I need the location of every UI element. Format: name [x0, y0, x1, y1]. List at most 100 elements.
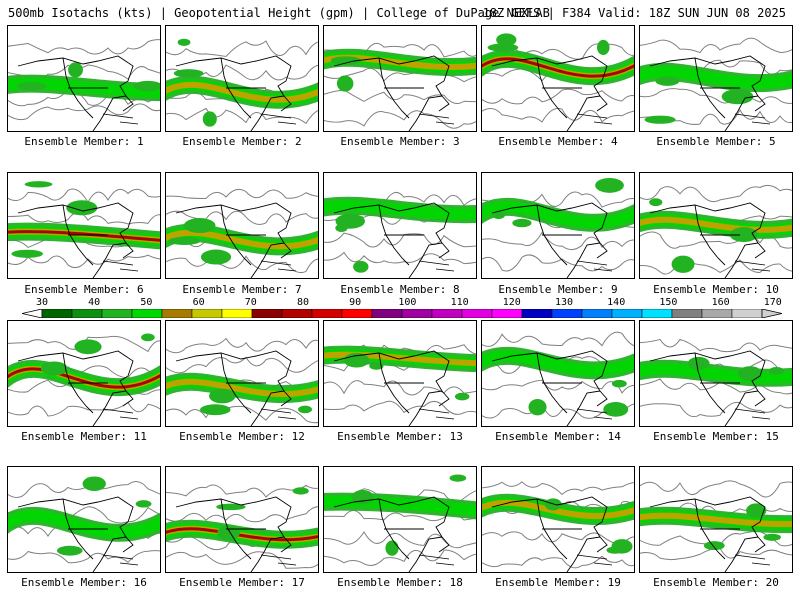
colorbar-tick-label: 140 [607, 297, 626, 308]
wind-patch [449, 474, 467, 482]
height-contour [482, 88, 634, 105]
ensemble-member-map [165, 320, 319, 427]
ensemble-member-caption: Ensemble Member: 17 [179, 576, 305, 589]
height-contour [166, 484, 318, 498]
height-contour [324, 232, 476, 248]
coastline [175, 55, 292, 131]
coastline [333, 496, 450, 572]
wind-patch [369, 362, 384, 370]
ensemble-member-caption: Ensemble Member: 6 [24, 283, 144, 296]
colorbar-segment [731, 309, 763, 318]
ensemble-member-caption: Ensemble Member: 19 [495, 576, 621, 589]
wind-patch [343, 352, 370, 368]
height-contour [482, 331, 634, 347]
colorbar-tick-label: 100 [398, 297, 417, 308]
wind-patch [177, 38, 191, 46]
isotach-map [166, 38, 318, 131]
isotach-map [482, 331, 634, 426]
colorbar-segment [461, 309, 493, 318]
jet-core-band [482, 57, 634, 78]
ensemble-member-map [7, 320, 161, 427]
wind-patch [353, 260, 369, 273]
height-contour [640, 401, 792, 418]
colorbar-tick-label: 50 [140, 297, 153, 308]
coastline [491, 202, 608, 278]
isotach-map [482, 481, 634, 572]
ensemble-member-caption: Ensemble Member: 15 [653, 430, 779, 443]
jet-strong-band [166, 229, 318, 250]
isotach-map [324, 191, 476, 278]
isotach-map [166, 337, 318, 426]
coastline [649, 350, 766, 426]
wind-patch [337, 75, 351, 91]
caribbean-islands [418, 554, 455, 566]
height-contour [8, 212, 160, 225]
height-contour [8, 254, 160, 269]
wind-patch [611, 539, 633, 554]
wind-patch [16, 82, 47, 91]
isotach-colorbar [22, 309, 782, 318]
colorbar-segment [101, 309, 133, 318]
colorbar-tick-label: 70 [244, 297, 257, 308]
wind-patch [135, 500, 152, 508]
ensemble-member-map [165, 25, 319, 132]
ensemble-member-caption: Ensemble Member: 11 [21, 430, 147, 443]
valid-time-label: 18Z GEFS | F384 Valid: 18Z SUN JUN 08 20… [482, 6, 786, 20]
height-contour [482, 107, 634, 123]
wind-patch [737, 366, 763, 381]
coastline [175, 496, 292, 572]
wind-patch [351, 489, 374, 505]
wind-patch [611, 379, 627, 388]
wind-patch [141, 333, 155, 342]
height-contour [482, 254, 634, 272]
isotach-map [324, 474, 476, 572]
wind-patch [74, 339, 102, 355]
colorbar-segment [191, 309, 223, 318]
colorbar-segment [341, 309, 373, 318]
jet-moderate-band [8, 510, 160, 539]
wind-patch [200, 249, 232, 265]
height-contour [166, 551, 318, 569]
ensemble-member-caption: Ensemble Member: 1 [24, 135, 144, 148]
height-contour [640, 37, 792, 54]
height-contour [482, 531, 634, 546]
isotach-map [640, 184, 792, 278]
height-contour [8, 335, 160, 353]
wind-patch [687, 356, 710, 370]
ensemble-member-map [639, 172, 793, 279]
wind-patch [216, 503, 246, 511]
wind-patch [729, 227, 758, 243]
height-contour [324, 400, 476, 415]
caribbean-islands [102, 554, 139, 566]
ensemble-member-map [639, 25, 793, 132]
wind-patch [544, 498, 562, 511]
colorbar-tick-label: 110 [450, 297, 469, 308]
caribbean-islands [734, 113, 771, 125]
coastline [333, 202, 450, 278]
ensemble-member-map [7, 172, 161, 279]
coastline [17, 496, 134, 572]
wind-patch [200, 404, 231, 416]
isotach-map [640, 338, 792, 426]
ensemble-member-map [481, 25, 635, 132]
colorbar-segment [551, 309, 583, 318]
colorbar-segment [221, 309, 253, 318]
caribbean-islands [576, 260, 613, 272]
jet-moderate-band [8, 78, 160, 98]
colorbar-high-arrow [761, 309, 782, 318]
ensemble-member-caption: Ensemble Member: 9 [498, 283, 618, 296]
wind-patch [168, 236, 201, 245]
wind-patch [330, 56, 361, 65]
colorbar-tick-label: 130 [554, 297, 574, 308]
colorbar-segment [491, 309, 523, 318]
ensemble-member-caption: Ensemble Member: 5 [656, 135, 776, 148]
isotach-map [8, 333, 160, 426]
height-contour [166, 107, 318, 125]
height-contour [8, 188, 160, 204]
caribbean-islands [418, 408, 455, 420]
wind-patch [649, 198, 663, 207]
height-contour [482, 231, 634, 251]
ensemble-member-caption: Ensemble Member: 13 [337, 430, 463, 443]
colorbar-low-arrow [22, 309, 43, 318]
wind-patch [56, 545, 83, 556]
